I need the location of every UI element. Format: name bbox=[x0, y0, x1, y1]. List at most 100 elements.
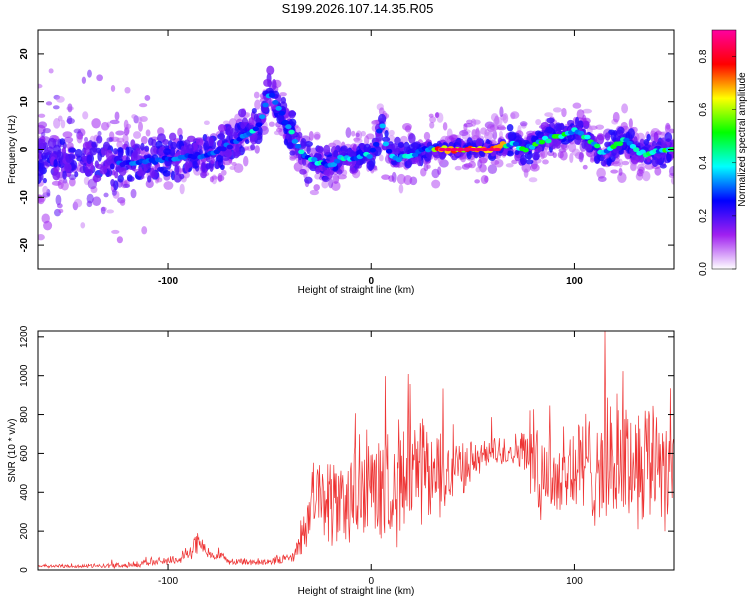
heatmap-blob bbox=[475, 137, 483, 148]
heatmap-noise-blob bbox=[96, 74, 103, 82]
heatmap-blob bbox=[604, 132, 611, 141]
heatmap-blob bbox=[391, 143, 398, 153]
heatmap-noise-blob bbox=[654, 166, 662, 176]
heatmap-blob bbox=[653, 131, 659, 143]
heatmap-noise-blob bbox=[114, 111, 120, 121]
heatmap-noise-blob bbox=[217, 172, 223, 183]
heatmap-blob bbox=[263, 79, 272, 87]
heatmap-blob bbox=[230, 128, 237, 137]
heatmap-ridge-blob bbox=[372, 142, 380, 147]
heatmap-ridge-blob bbox=[369, 147, 377, 153]
heatmap-noise-blob bbox=[571, 148, 581, 156]
heatmap-noise-blob bbox=[313, 131, 321, 141]
heatmap-noise-blob bbox=[163, 181, 174, 190]
heatmap-peak-blob bbox=[468, 147, 477, 152]
heatmap-y-tick-label: -10 bbox=[19, 190, 30, 205]
heatmap-noise-blob bbox=[396, 173, 406, 185]
heatmap-blob bbox=[46, 146, 54, 153]
heatmap-x-tick-label: 0 bbox=[368, 276, 374, 287]
heatmap-blob bbox=[97, 151, 102, 162]
heatmap-noise-blob bbox=[58, 208, 64, 214]
heatmap-blob bbox=[91, 141, 97, 148]
heatmap-noise-blob bbox=[321, 180, 329, 189]
heatmap-y-axis-label: Frequency (Hz) bbox=[7, 115, 18, 184]
heatmap-blob bbox=[53, 165, 60, 173]
heatmap-ridge-blob bbox=[512, 141, 520, 147]
heatmap-blob bbox=[403, 141, 410, 153]
heatmap-blob bbox=[304, 176, 313, 184]
heatmap-noise-blob bbox=[618, 167, 623, 176]
heatmap-noise-blob bbox=[544, 112, 554, 117]
heatmap-ridge-blob bbox=[291, 138, 299, 144]
heatmap-ridge-blob bbox=[633, 147, 640, 153]
heatmap-blob bbox=[577, 120, 584, 127]
heatmap-ridge-blob bbox=[255, 122, 263, 128]
heatmap-blob bbox=[546, 117, 555, 124]
heatmap-blob bbox=[220, 164, 225, 171]
heatmap-noise-blob bbox=[499, 106, 504, 118]
colorbar-tick-label: 0.2 bbox=[698, 209, 709, 223]
heatmap-noise-blob bbox=[253, 91, 260, 99]
heatmap-ridge-blob bbox=[382, 141, 390, 147]
heatmap-blob bbox=[378, 113, 387, 124]
heatmap-noise-blob bbox=[378, 107, 385, 116]
heatmap-blob bbox=[514, 150, 520, 156]
heatmap-noise-blob bbox=[42, 128, 51, 134]
heatmap-ridge-blob bbox=[275, 106, 282, 111]
heatmap-noise-blob bbox=[51, 180, 62, 186]
heatmap-x-tick-label: 100 bbox=[566, 276, 583, 287]
heatmap-blob bbox=[336, 169, 343, 175]
heatmap-noise-blob bbox=[561, 107, 567, 118]
heatmap-noise-blob bbox=[360, 130, 366, 137]
heatmap-noise-blob bbox=[229, 165, 236, 170]
heatmap-blob bbox=[519, 154, 527, 166]
heatmap-noise-blob bbox=[115, 130, 125, 136]
heatmap-noise-blob bbox=[144, 95, 151, 101]
heatmap-noise-blob bbox=[531, 164, 538, 169]
heatmap-noise-blob bbox=[55, 194, 62, 206]
heatmap-noise-blob bbox=[403, 175, 413, 186]
heatmap-ridge-blob bbox=[288, 129, 295, 135]
heatmap-blob bbox=[112, 148, 119, 155]
heatmap-noise-blob bbox=[222, 120, 230, 125]
heatmap-noise-blob bbox=[331, 181, 341, 192]
heatmap-blob bbox=[384, 130, 389, 138]
heatmap-noise-blob bbox=[542, 159, 549, 165]
heatmap-blob bbox=[248, 117, 255, 126]
snr-y-tick-label: 1200 bbox=[19, 325, 30, 348]
heatmap-noise-blob bbox=[576, 109, 585, 120]
heatmap-x-tick-label: -100 bbox=[158, 276, 178, 287]
heatmap-blob bbox=[53, 159, 58, 168]
heatmap-noise-blob bbox=[429, 121, 435, 129]
heatmap-blob bbox=[651, 156, 659, 168]
heatmap-noise-blob bbox=[156, 177, 163, 183]
heatmap-blob bbox=[616, 126, 625, 135]
heatmap-blob bbox=[100, 147, 108, 156]
heatmap-noise-blob bbox=[45, 101, 53, 106]
heatmap-noise-blob bbox=[308, 130, 314, 142]
heatmap-noise-blob bbox=[106, 137, 113, 143]
heatmap-blob bbox=[280, 96, 287, 104]
heatmap-blob bbox=[581, 139, 587, 150]
heatmap-blob bbox=[289, 150, 296, 156]
heatmap-blob bbox=[581, 120, 590, 126]
heatmap-blob bbox=[56, 151, 64, 162]
heatmap-noise-blob bbox=[130, 188, 137, 199]
heatmap-noise-blob bbox=[145, 129, 151, 137]
heatmap-noise-blob bbox=[621, 160, 630, 166]
heatmap-noise-blob bbox=[73, 198, 83, 208]
heatmap-blob bbox=[408, 133, 416, 144]
heatmap-noise-blob bbox=[354, 138, 363, 144]
heatmap-noise-blob bbox=[86, 200, 93, 208]
heatmap-noise-blob bbox=[133, 131, 142, 139]
heatmap-noise-blob bbox=[52, 105, 60, 110]
heatmap-noise-blob bbox=[122, 183, 131, 189]
heatmap-noise-blob bbox=[203, 120, 210, 126]
heatmap-noise-blob bbox=[420, 167, 427, 177]
heatmap-blob bbox=[507, 131, 517, 141]
heatmap-blob bbox=[382, 136, 391, 143]
heatmap-noise-blob bbox=[364, 135, 370, 146]
heatmap-noise-blob bbox=[273, 130, 281, 136]
